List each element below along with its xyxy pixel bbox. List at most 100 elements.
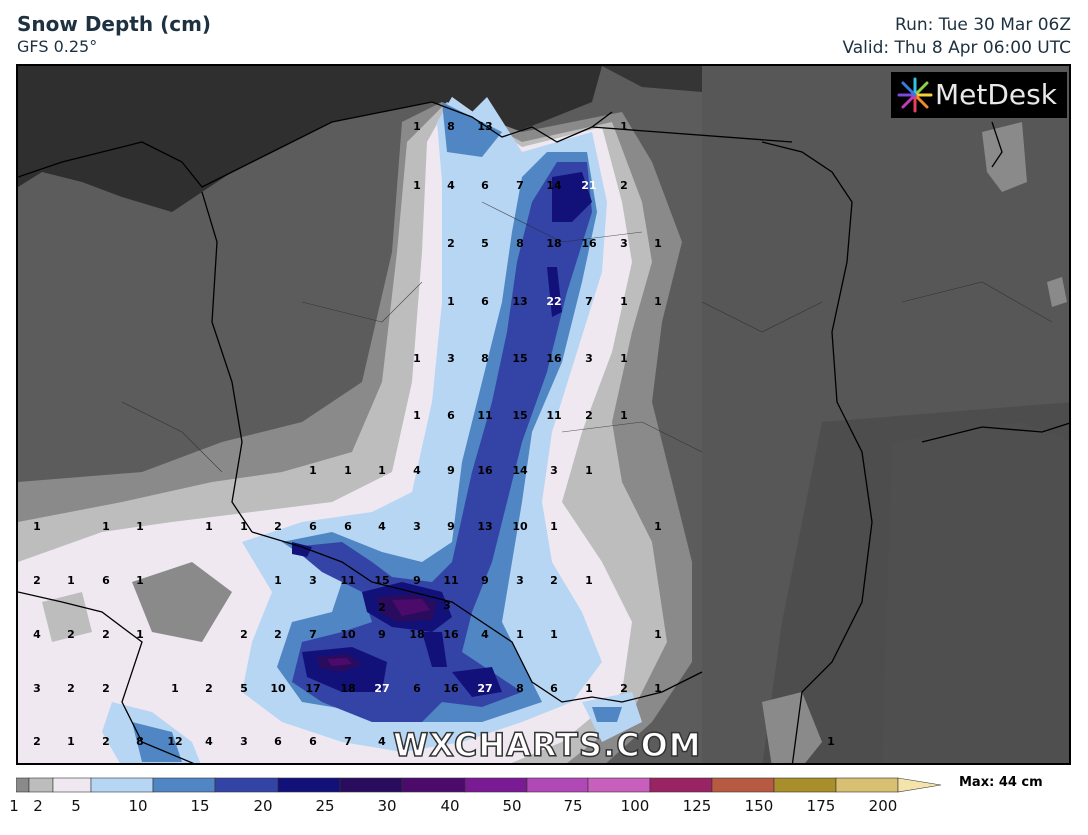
snow-depth-value: 22	[546, 295, 561, 308]
snow-depth-value: 1	[413, 179, 421, 192]
legend-tick-label: 20	[253, 797, 273, 815]
chart-header: Snow Depth (cm) GFS 0.25° Run: Tue 30 Ma…	[0, 0, 1088, 64]
legend-bin	[526, 777, 589, 793]
legend-bin	[587, 777, 651, 793]
snow-depth-value: 1	[585, 682, 593, 695]
snow-depth-value: 4	[33, 628, 41, 641]
snow-depth-value: 1	[344, 464, 352, 477]
model-label: GFS 0.25°	[17, 37, 98, 56]
snow-depth-value: 2	[205, 682, 213, 695]
snow-depth-value: 4	[205, 735, 213, 748]
snow-depth-value: 1	[620, 352, 628, 365]
snow-depth-value: 10	[270, 682, 286, 695]
snow-depth-value: 1	[447, 295, 455, 308]
snow-depth-value: 13	[477, 120, 492, 133]
snow-depth-value: 16	[477, 464, 493, 477]
snow-depth-value: 4	[413, 464, 421, 477]
snow-depth-value: 2	[274, 520, 282, 533]
metdesk-logo-text: MetDesk	[935, 78, 1057, 111]
snow-depth-value: 1	[136, 520, 144, 533]
snow-depth-value: 3	[620, 237, 628, 250]
snow-depth-value: 17	[305, 682, 320, 695]
snow-depth-value: 1	[654, 237, 662, 250]
snow-depth-value: 27	[477, 682, 492, 695]
snow-depth-value: 7	[344, 735, 352, 748]
snow-depth-value: 2	[33, 574, 41, 587]
legend-tick-label: 40	[440, 797, 460, 815]
snow-depth-value: 3	[443, 599, 451, 612]
snow-depth-value: 1	[585, 574, 593, 587]
snow-depth-value: 4	[481, 628, 489, 641]
metdesk-logo-icon	[897, 77, 933, 113]
run-time: Run: Tue 30 Mar 06Z	[895, 15, 1071, 35]
legend-bin	[711, 777, 775, 793]
snow-depth-value: 8	[516, 682, 524, 695]
snow-depth-value: 1	[413, 352, 421, 365]
snow-depth-value: 6	[481, 179, 489, 192]
snow-depth-value: 1	[67, 735, 75, 748]
snow-depth-value: 1	[240, 520, 248, 533]
snow-depth-value: 14	[512, 464, 528, 477]
color-legend	[16, 777, 942, 793]
snow-depth-value: 11	[477, 409, 492, 422]
snow-depth-value: 6	[274, 735, 282, 748]
snow-depth-value: 1	[274, 574, 282, 587]
snow-depth-value: 1	[585, 464, 593, 477]
legend-bin	[649, 777, 713, 793]
snow-depth-value: 11	[340, 574, 355, 587]
snow-depth-value: 7	[516, 179, 524, 192]
metdesk-logo: MetDesk	[891, 72, 1067, 118]
max-label: Max: 44 cm	[959, 775, 1043, 790]
legend-bin	[277, 777, 341, 793]
snow-depth-value: 1	[67, 574, 75, 587]
snow-depth-value: 2	[67, 682, 75, 695]
snow-depth-value: 21	[581, 179, 596, 192]
snow-depth-value: 5	[240, 682, 248, 695]
legend-bin	[835, 777, 899, 793]
map-canvas: 1 8 13 11 4 6 7 14 21 22 5 8 18 16 3 11 6 13 22 7 1 11 3 8 15 16 3…	[18, 66, 1069, 763]
snow-depth-value: 2	[102, 682, 110, 695]
wxcharts-watermark: WXCHARTS.COM	[392, 725, 702, 764]
snow-depth-value: 7	[309, 628, 317, 641]
snow-depth-value: 4	[378, 735, 386, 748]
snow-depth-value: 9	[378, 628, 386, 641]
snow-depth-value: 14	[546, 179, 562, 192]
legend-bin	[401, 777, 466, 793]
snow-depth-value: 3	[413, 520, 421, 533]
snow-depth-value: 2	[550, 574, 558, 587]
snow-depth-value: 6	[344, 520, 352, 533]
snow-depth-value: 16	[546, 352, 562, 365]
legend-tick-label: 200	[868, 797, 898, 815]
legend-bin	[16, 777, 30, 793]
snow-depth-value: 3	[309, 574, 317, 587]
snow-depth-value: 9	[447, 520, 455, 533]
snow-depth-value: 8	[447, 120, 455, 133]
legend-bin	[339, 777, 403, 793]
snow-depth-value: 2	[274, 628, 282, 641]
snow-depth-value: 1	[620, 120, 628, 133]
legend-tick-label: 15	[190, 797, 210, 815]
snow-depth-value: 2	[33, 735, 41, 748]
snow-depth-value: 10	[340, 628, 356, 641]
snow-depth-value: 3	[516, 574, 524, 587]
snow-depth-value: 1	[378, 464, 386, 477]
snow-depth-value: 6	[447, 409, 455, 422]
snow-depth-value: 15	[512, 352, 527, 365]
snow-depth-value: 6	[550, 682, 558, 695]
snow-depth-value: 13	[477, 520, 492, 533]
snow-depth-value: 18	[409, 628, 424, 641]
snow-depth-value: 2	[378, 601, 386, 614]
snow-depth-value: 3	[240, 735, 248, 748]
legend-bin	[90, 777, 154, 793]
snow-depth-value: 1	[516, 628, 524, 641]
snow-depth-value: 2	[240, 628, 248, 641]
snow-depth-value: 1	[654, 295, 662, 308]
legend-bin	[214, 777, 279, 793]
legend-tick-label: 50	[502, 797, 522, 815]
snow-depth-value: 18	[546, 237, 561, 250]
snow-depth-value: 3	[585, 352, 593, 365]
legend-tick-label: 2	[33, 797, 43, 815]
legend-bin	[773, 777, 837, 793]
snow-depth-value: 1	[620, 409, 628, 422]
snow-depth-value: 11	[443, 574, 458, 587]
